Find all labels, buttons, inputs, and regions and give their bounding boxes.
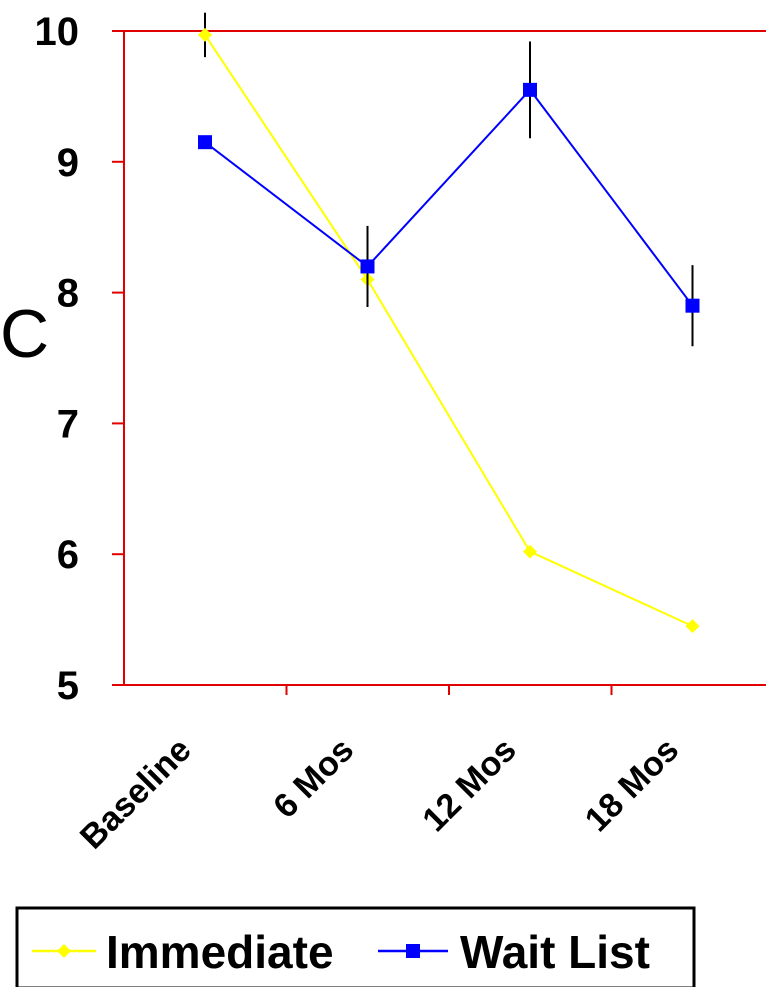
y-tick-label: 8: [57, 272, 79, 316]
y-axis-label: C: [0, 296, 49, 372]
data-point: [523, 544, 537, 559]
series-immediate: [198, 12, 700, 634]
x-axis-ticks: Baseline 6 Mos 12 Mos 18 Mos: [73, 685, 686, 857]
series-line: [204, 34, 693, 628]
x-category-label: 12 Mos: [415, 731, 523, 839]
legend-box: [15, 906, 696, 987]
data-point: [523, 82, 537, 97]
x-category-label: 6 Mos: [266, 731, 361, 826]
legend-marker-wait-list: [406, 944, 420, 958]
data-point: [198, 27, 212, 42]
series-line: [204, 88, 694, 307]
x-category-label: 18 Mos: [578, 731, 686, 839]
data-point: [685, 619, 700, 634]
legend-label-wait-list: Wait List: [460, 926, 650, 978]
plot-area: [198, 12, 700, 634]
y-tick-label: 6: [57, 533, 79, 577]
data-point: [198, 135, 212, 150]
data-point: [685, 298, 700, 313]
legend-label-immediate: Immediate: [106, 926, 334, 978]
x-category-label: Baseline: [73, 731, 199, 857]
legend-marker-immediate: [57, 944, 71, 958]
legend: Immediate Wait List: [15, 906, 696, 987]
data-point: [360, 259, 375, 274]
y-axis-ticks: 5 6 7 8 9 10: [35, 10, 124, 708]
y-tick-label: 7: [57, 402, 79, 446]
y-tick-label: 10: [35, 10, 80, 54]
series-wait-list: [198, 41, 700, 347]
axes: [123, 30, 766, 686]
y-tick-label: 9: [57, 141, 79, 185]
y-tick-label: 5: [57, 664, 79, 708]
